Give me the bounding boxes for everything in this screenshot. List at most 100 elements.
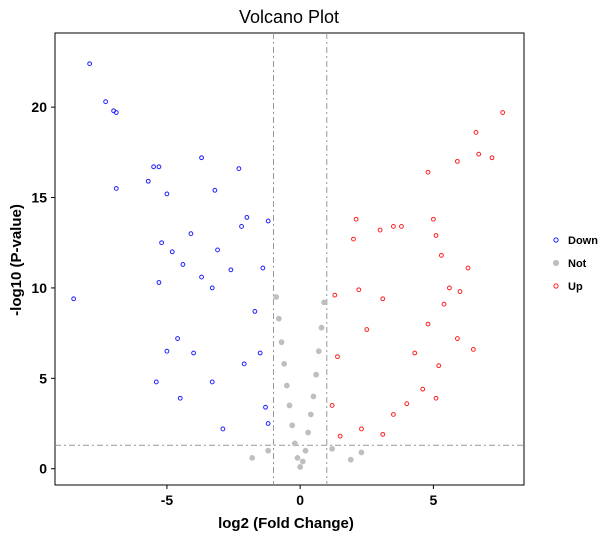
- point-up: [359, 426, 364, 432]
- point-up: [420, 386, 426, 392]
- point-up: [476, 151, 482, 157]
- point-not: [273, 294, 280, 300]
- point-down: [263, 404, 268, 410]
- point-not: [275, 315, 282, 322]
- point-not: [321, 299, 328, 306]
- y-tick-label: 20: [31, 99, 47, 115]
- point-down: [87, 61, 93, 67]
- point-down: [236, 166, 242, 172]
- point-down: [103, 99, 109, 105]
- x-tick-label: -5: [161, 492, 174, 508]
- point-not: [358, 449, 365, 456]
- point-down: [113, 110, 119, 115]
- point-down: [228, 267, 234, 273]
- point-down: [209, 285, 215, 291]
- point-not: [283, 382, 290, 389]
- point-down: [156, 280, 162, 285]
- point-not: [281, 360, 288, 367]
- legend-label-down: Down: [568, 235, 598, 247]
- point-down: [151, 164, 156, 170]
- point-not: [329, 445, 336, 452]
- point-down: [199, 274, 204, 280]
- threshold-lines: [55, 33, 524, 485]
- point-down: [257, 350, 263, 356]
- point-down: [241, 361, 247, 367]
- point-up: [329, 403, 335, 408]
- point-down: [209, 379, 215, 385]
- point-down: [215, 247, 220, 253]
- point-up: [412, 350, 418, 356]
- point-not: [347, 456, 354, 463]
- point-not: [299, 458, 306, 465]
- plot-panel: [54, 32, 525, 486]
- point-up: [438, 252, 444, 258]
- point-down: [156, 164, 162, 170]
- point-up: [446, 285, 452, 291]
- point-down: [145, 178, 151, 184]
- point-down: [239, 224, 244, 229]
- point-not: [289, 422, 296, 429]
- legend-key-up: [553, 283, 559, 289]
- point-up: [470, 347, 476, 352]
- point-up: [399, 224, 404, 229]
- point-down: [265, 421, 271, 426]
- point-down: [191, 350, 196, 356]
- point-up: [364, 327, 370, 332]
- y-axis-title: -log10 (P-value): [8, 204, 25, 316]
- point-down: [169, 249, 175, 255]
- point-up: [430, 216, 436, 222]
- point-not: [278, 339, 285, 346]
- point-not: [291, 440, 298, 447]
- x-tick-label: 0: [296, 492, 304, 508]
- point-up: [465, 265, 471, 271]
- point-up: [391, 224, 396, 229]
- point-up: [436, 363, 442, 369]
- y-axis-ticks: 0 5 10 15 20: [31, 99, 55, 477]
- point-down: [180, 262, 186, 267]
- x-axis-ticks: -5 0 5: [161, 485, 437, 508]
- point-not: [302, 447, 309, 454]
- x-tick-label: 5: [429, 492, 437, 508]
- point-up: [391, 412, 396, 417]
- point-up: [425, 321, 431, 327]
- point-down: [252, 309, 258, 314]
- point-not: [249, 454, 256, 461]
- data-points: [71, 61, 506, 470]
- y-tick-label: 5: [39, 370, 47, 386]
- point-down: [153, 379, 159, 385]
- point-down: [265, 218, 271, 224]
- point-up: [454, 336, 460, 341]
- point-not: [286, 402, 293, 409]
- point-up: [473, 130, 479, 135]
- legend-key-down: [553, 237, 559, 243]
- point-up: [332, 292, 338, 298]
- y-tick-label: 15: [31, 190, 47, 206]
- chart-title: Volcano Plot: [239, 7, 339, 27]
- point-up: [335, 354, 340, 360]
- point-not: [318, 324, 325, 331]
- point-up: [380, 431, 386, 437]
- point-up: [404, 401, 410, 407]
- x-axis-title: log2 (Fold Change): [218, 515, 354, 532]
- point-up: [377, 227, 383, 233]
- point-not: [305, 429, 312, 436]
- point-down: [164, 348, 170, 354]
- point-down: [113, 186, 119, 191]
- point-down: [188, 231, 194, 237]
- point-down: [159, 240, 164, 246]
- point-down: [244, 215, 250, 220]
- point-up: [433, 233, 439, 238]
- point-not: [307, 411, 314, 418]
- point-down: [71, 296, 77, 302]
- point-not: [310, 393, 317, 400]
- point-down: [164, 191, 170, 197]
- point-up: [489, 155, 495, 161]
- point-not: [315, 348, 322, 355]
- point-down: [177, 395, 183, 401]
- legend: Down Not Up: [552, 235, 598, 293]
- y-tick-label: 0: [39, 461, 47, 477]
- legend-key-not: [552, 259, 560, 267]
- point-up: [351, 236, 356, 242]
- point-up: [353, 216, 359, 222]
